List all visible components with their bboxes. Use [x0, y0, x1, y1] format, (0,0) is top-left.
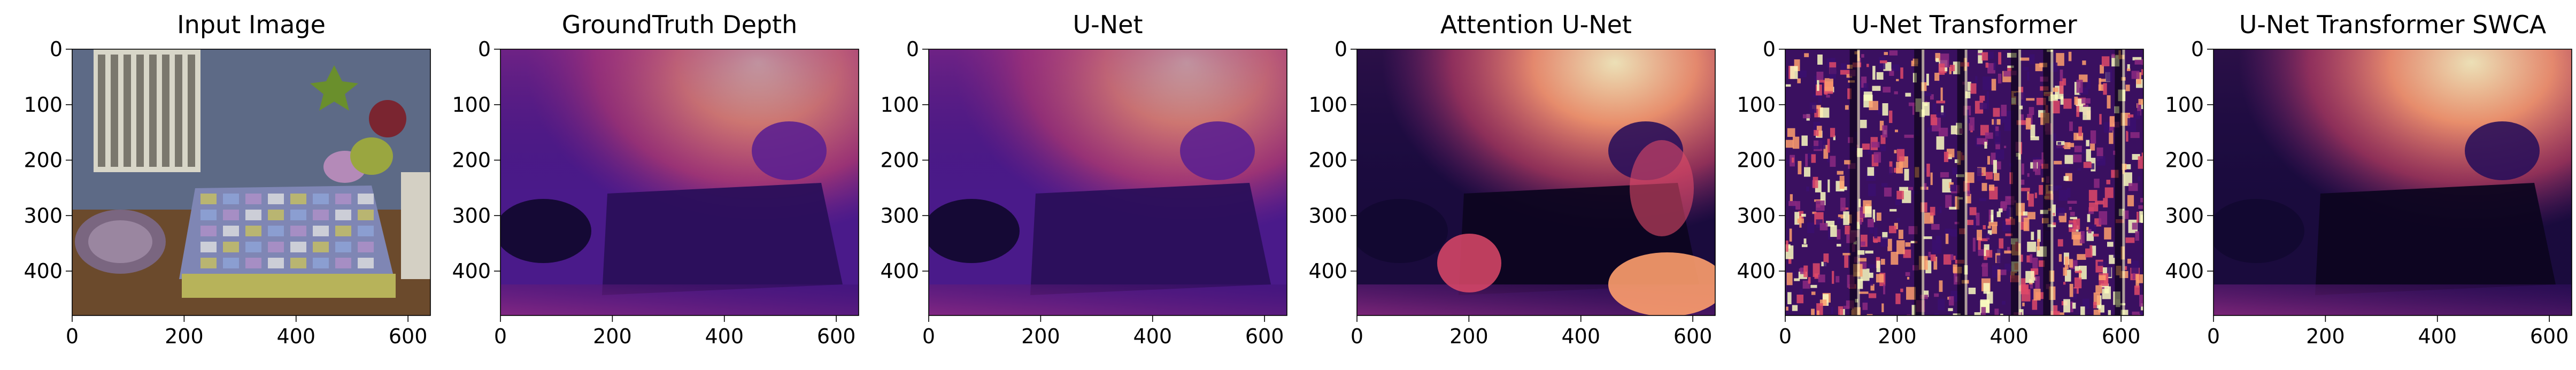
panel-unet: U-Net 0 200 400 600 0 100 200 300 400: [880, 10, 1287, 348]
x-tick-label: 600: [817, 325, 856, 348]
axes-frame: [2213, 49, 2572, 316]
x-tick-label: 400: [276, 325, 315, 348]
panel-image-unet_tr: [1785, 49, 2143, 315]
panel-unet_tr: U-Net Transformer 0 200 400 600 0 100 200 300 400: [1737, 10, 2144, 348]
y-tick-label: 400: [452, 259, 491, 283]
y-tick-label: 0: [1763, 37, 1776, 61]
panel-gt: GroundTruth Depth 0 200 400 600 0 100 200 300 400: [452, 10, 859, 348]
x-tick-label: 200: [165, 325, 204, 348]
y-tick-label: 0: [2191, 37, 2204, 61]
axes-frame: [1356, 49, 1716, 316]
panel-image-gt: [500, 49, 859, 315]
y-tick-label: 100: [24, 93, 63, 117]
panel-title: Input Image: [177, 10, 326, 39]
x-tick-label: 400: [1989, 325, 2029, 348]
y-tick-label: 300: [1308, 204, 1347, 227]
x-tick-label: 200: [1449, 325, 1488, 348]
x-tick-label: 200: [1878, 325, 1917, 348]
panel-image-swca: [2213, 49, 2572, 315]
panel-image-attn: [1357, 49, 1715, 315]
x-tick-label: 400: [1133, 325, 1172, 348]
x-tick-label: 0: [2207, 325, 2220, 348]
y-tick-label: 300: [880, 204, 919, 227]
y-tick-label: 100: [2165, 93, 2204, 117]
panel-title: U-Net Transformer: [1852, 10, 2077, 39]
y-tick-label: 200: [1308, 149, 1347, 172]
y-tick-label: 300: [452, 204, 491, 227]
x-tick-label: 0: [494, 325, 507, 348]
axes-frame: [500, 49, 859, 316]
y-tick-label: 300: [2165, 204, 2204, 227]
y-tick-label: 200: [24, 149, 63, 172]
y-tick-label: 0: [478, 37, 491, 61]
x-tick-label: 600: [1245, 325, 1284, 348]
panel-input: Input Image 0 200 400 600 0 100 200 300 400: [24, 10, 431, 348]
y-tick-label: 400: [24, 259, 63, 283]
panel-attn: Attention U-Net 0 200 400 600 0 100 200 300 400: [1308, 10, 1716, 348]
y-tick-label: 400: [1737, 259, 1776, 283]
x-tick-label: 400: [705, 325, 744, 348]
x-tick-label: 0: [1351, 325, 1363, 348]
axes-frame: [928, 49, 1287, 316]
panel-image-input: [72, 49, 430, 315]
x-tick-label: 0: [66, 325, 79, 348]
y-tick-label: 300: [24, 204, 63, 227]
y-tick-label: 0: [50, 37, 63, 61]
x-tick-label: 400: [2418, 325, 2457, 348]
y-tick-label: 100: [880, 93, 919, 117]
x-tick-label: 200: [593, 325, 632, 348]
y-tick-label: 300: [1737, 204, 1776, 227]
panel-title: Attention U-Net: [1440, 10, 1632, 39]
axes-frame: [1785, 49, 2144, 316]
y-tick-label: 400: [2165, 259, 2204, 283]
x-tick-label: 0: [922, 325, 935, 348]
x-tick-label: 600: [389, 325, 428, 348]
x-tick-label: 0: [1779, 325, 1792, 348]
x-tick-label: 400: [1561, 325, 1600, 348]
panel-title: U-Net Transformer SWCA: [2239, 10, 2547, 39]
x-tick-label: 600: [2102, 325, 2141, 348]
axes-frame: [72, 49, 431, 316]
y-tick-label: 100: [1737, 93, 1776, 117]
y-tick-label: 100: [452, 93, 491, 117]
x-tick-label: 600: [1673, 325, 1713, 348]
y-tick-label: 200: [452, 149, 491, 172]
y-tick-label: 400: [880, 259, 919, 283]
y-tick-label: 0: [1335, 37, 1347, 61]
x-tick-label: 200: [1021, 325, 1060, 348]
y-tick-label: 400: [1308, 259, 1347, 283]
y-tick-label: 200: [1737, 149, 1776, 172]
x-tick-label: 200: [2306, 325, 2345, 348]
panel-title: GroundTruth Depth: [562, 10, 798, 39]
x-tick-label: 600: [2530, 325, 2569, 348]
panel-image-unet: [929, 49, 1287, 315]
panel-swca: U-Net Transformer SWCA 0 200 400 600 0 100 200 3…: [2165, 10, 2572, 348]
y-tick-label: 0: [906, 37, 919, 61]
panel-title: U-Net: [1073, 10, 1143, 39]
y-tick-label: 100: [1308, 93, 1347, 117]
y-tick-label: 200: [2165, 149, 2204, 172]
y-tick-label: 200: [880, 149, 919, 172]
